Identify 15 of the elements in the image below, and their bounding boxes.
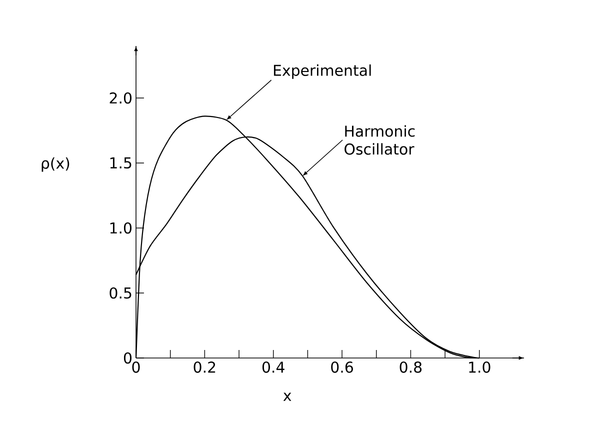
x-tick-label: 0.6 — [331, 362, 353, 373]
y-tick-label: 1.0 — [110, 222, 132, 234]
y-tick-label: 2.0 — [110, 92, 132, 104]
annotation: Harmonic Oscillator — [344, 125, 415, 155]
x-tick-label: 1.0 — [469, 362, 490, 373]
y-tick-label: 0.5 — [110, 287, 132, 299]
x-tick-label: 0 — [132, 362, 140, 373]
x-tick-label: 0.4 — [262, 362, 284, 373]
x-tick-label: 0.2 — [194, 362, 216, 373]
y-tick-label: 0 — [124, 352, 132, 364]
x-axis-title: x — [283, 392, 292, 401]
y-tick-label: 1.5 — [110, 157, 132, 169]
y-axis-title: ρ(x) — [42, 157, 70, 172]
x-tick-label: 0.8 — [400, 362, 422, 373]
annotation: Experimental — [274, 64, 371, 79]
